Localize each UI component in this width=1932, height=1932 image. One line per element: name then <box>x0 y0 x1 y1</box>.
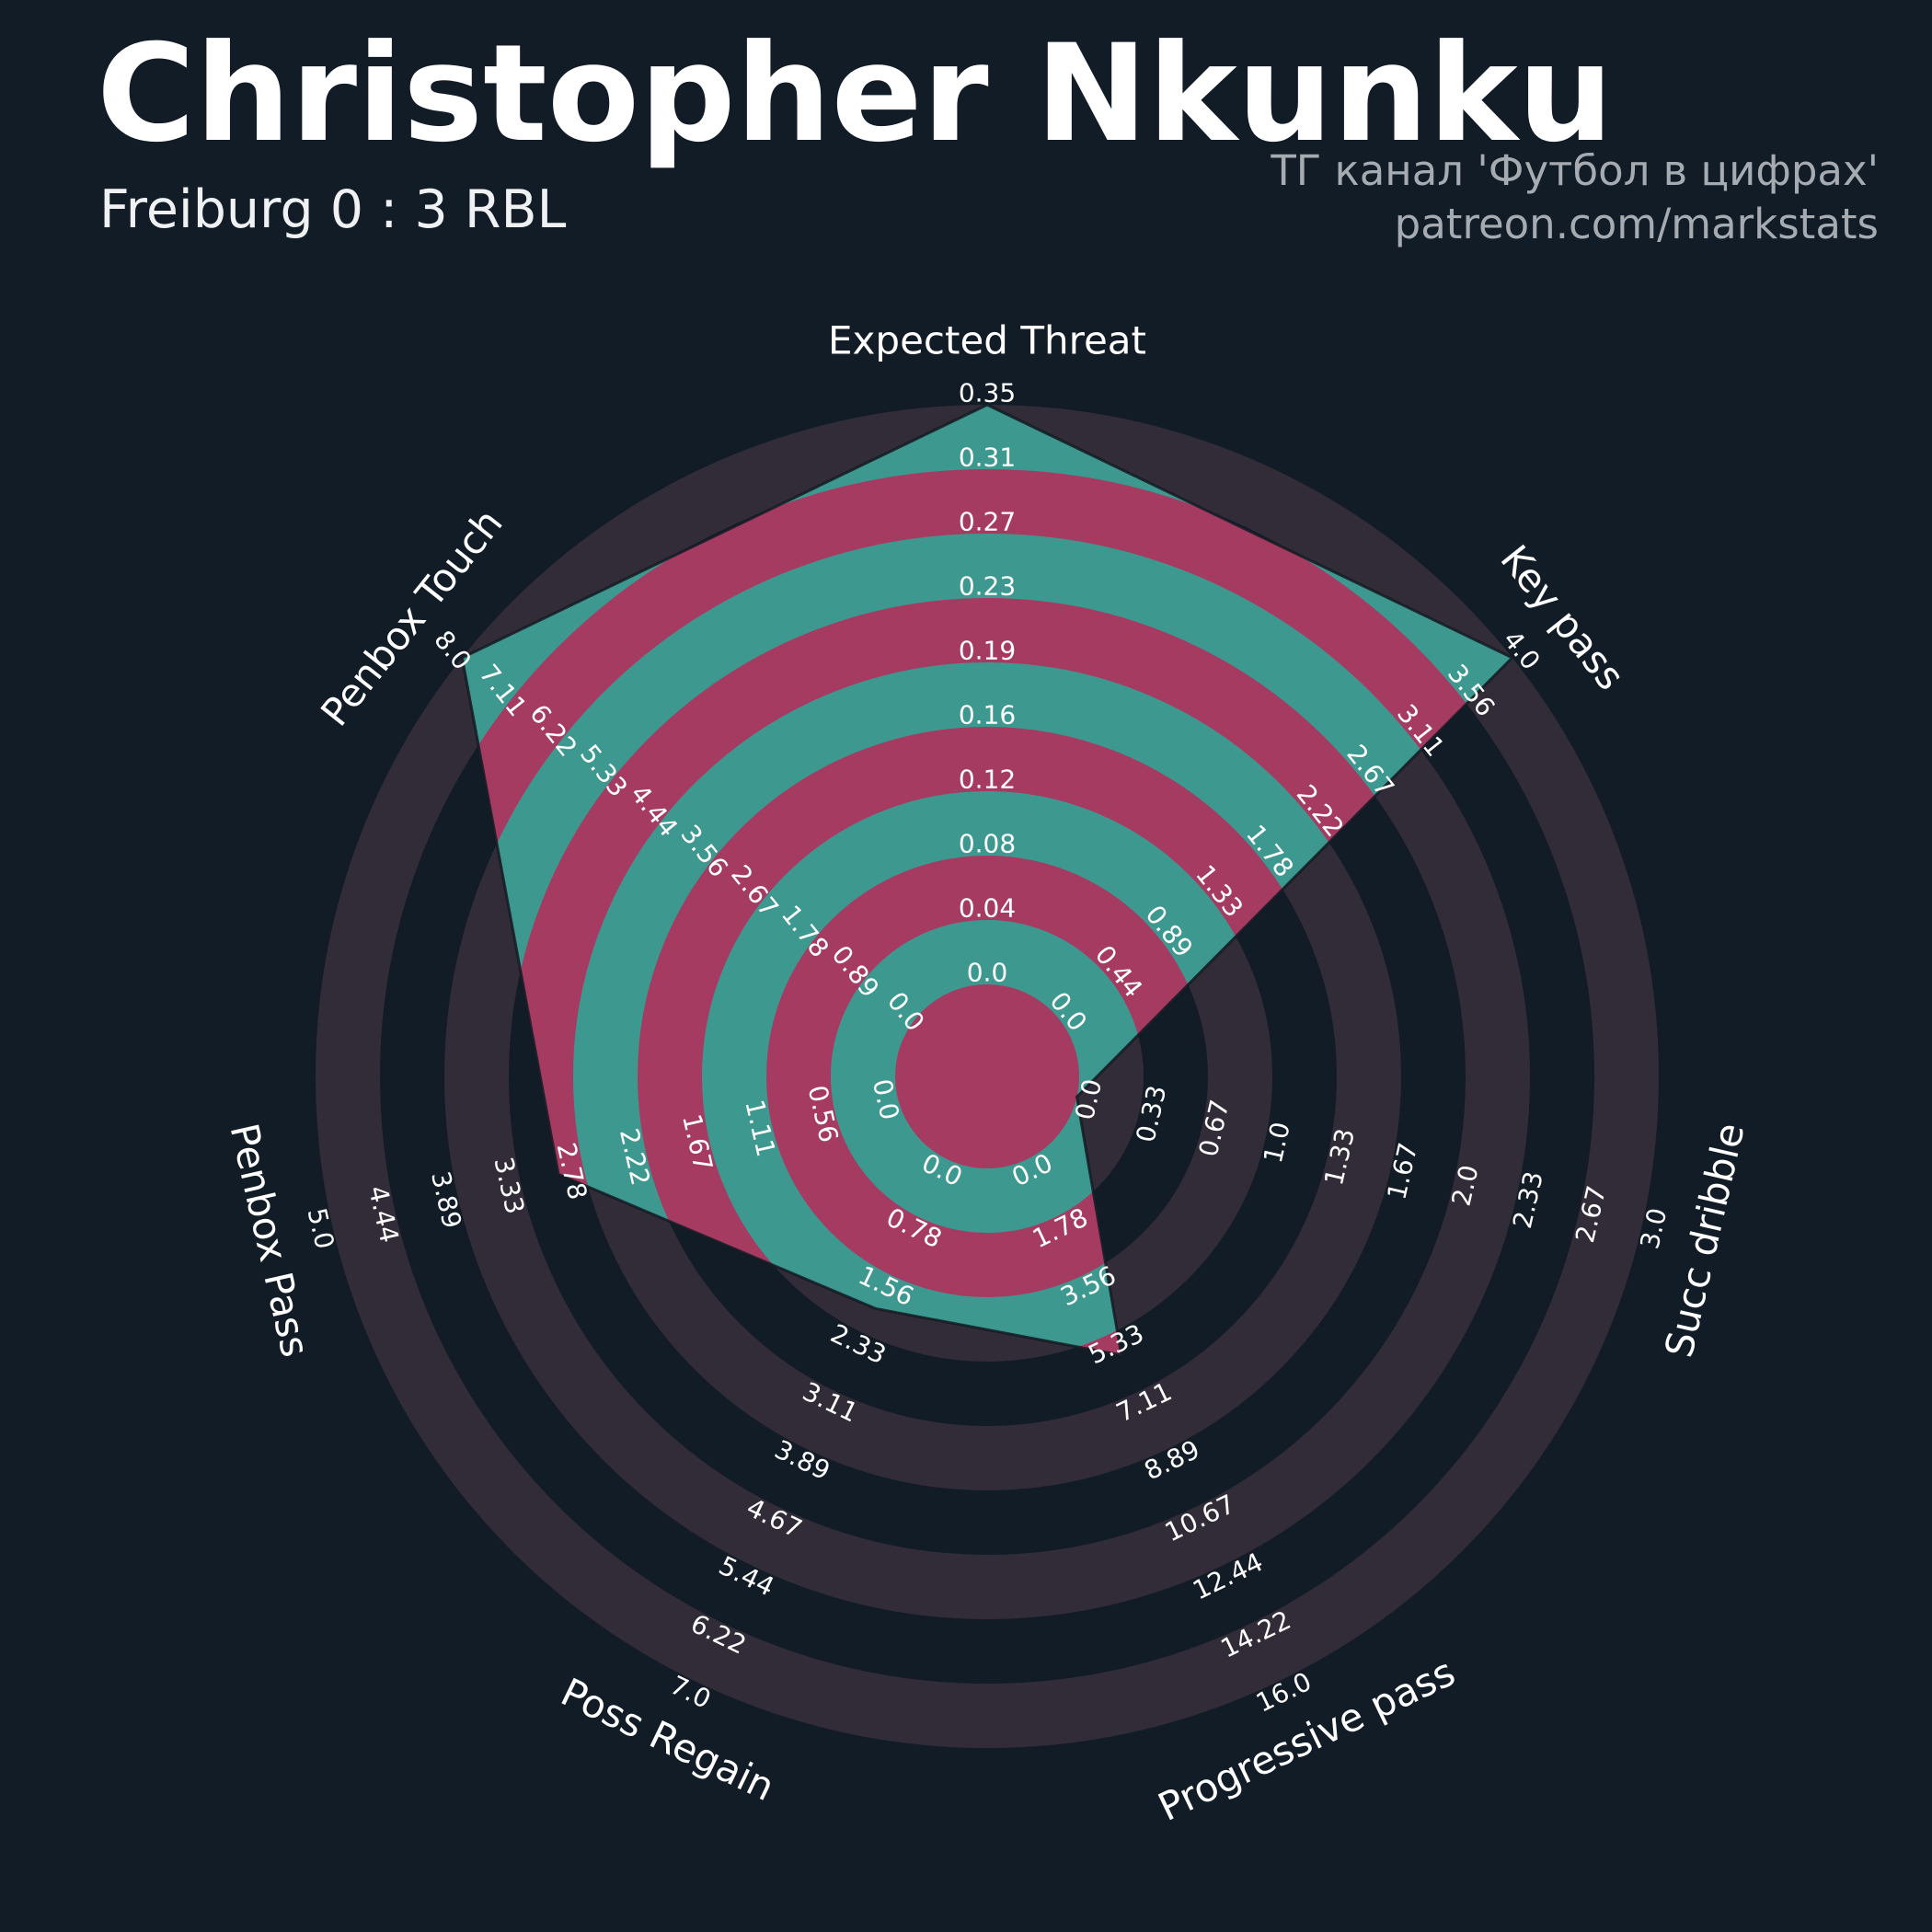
tick-label: 0.12 <box>959 765 1016 795</box>
credit-line-1: ТГ канал 'Футбол в цифрах' <box>1270 146 1879 195</box>
credit-line-2: patreon.com/markstats <box>1395 200 1879 248</box>
tick-label: 0.04 <box>959 893 1016 924</box>
inner-ring-8 <box>462 469 1512 1355</box>
page-title: Christopher Nkunku <box>97 16 1614 172</box>
radar-polygon-edge <box>460 403 1515 1357</box>
tick-label: 0.27 <box>959 507 1016 537</box>
tick-label: 0.19 <box>959 636 1016 666</box>
tick-label: 0.16 <box>959 700 1016 730</box>
axis-title-expected-threat: Expected Threat <box>828 318 1146 363</box>
center-circle <box>895 984 1079 1168</box>
tick-label: 0.0 <box>967 958 1008 988</box>
tick-label: 0.23 <box>959 571 1016 602</box>
tick-label: 0.35 <box>959 378 1016 408</box>
tick-label: 0.31 <box>959 443 1016 473</box>
match-subtitle: Freiburg 0 : 3 RBL <box>99 179 567 240</box>
tick-label: 0.08 <box>959 829 1016 859</box>
